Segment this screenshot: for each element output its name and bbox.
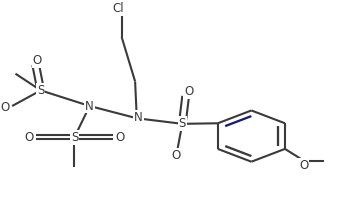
Text: O: O: [33, 54, 42, 67]
Text: N: N: [85, 99, 94, 112]
Text: O: O: [299, 159, 308, 171]
Text: N: N: [134, 111, 143, 124]
Text: Cl: Cl: [113, 2, 124, 15]
Text: S: S: [71, 131, 78, 144]
Text: O: O: [115, 131, 124, 144]
Text: O: O: [171, 149, 180, 161]
Text: O: O: [24, 131, 34, 144]
Text: O: O: [1, 101, 10, 114]
Text: S: S: [179, 117, 186, 130]
Text: S: S: [37, 84, 44, 97]
Text: O: O: [184, 85, 194, 98]
